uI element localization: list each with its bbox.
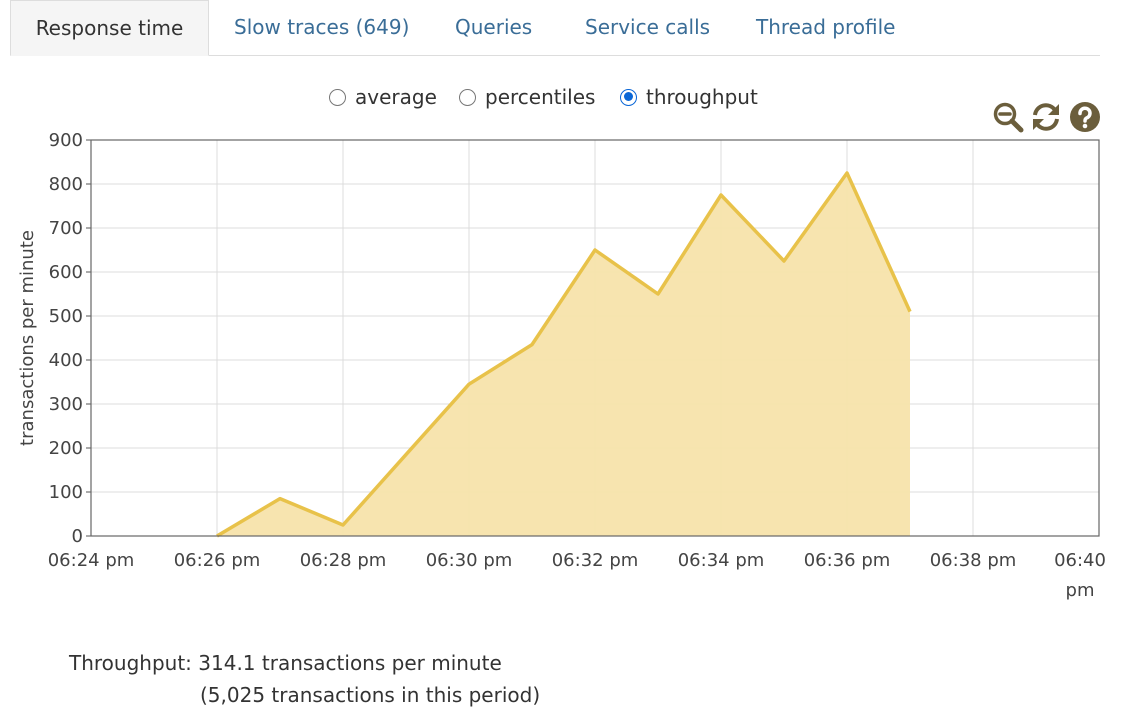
radio-throughput-circle[interactable] xyxy=(620,89,637,106)
tab-slow-traces[interactable]: Slow traces (649) xyxy=(234,0,409,55)
y-tick-label: 600 xyxy=(49,262,83,283)
x-axis-ticks: 06:24 pm 06:26 pm 06:28 pm 06:30 pm 06:32 pm… xyxy=(48,550,1106,601)
tab-thread-profile[interactable]: Thread profile xyxy=(756,0,895,55)
tab-bar: Response time Slow traces (649) Queries … xyxy=(10,0,1100,56)
x-tick-label: 06:40 xyxy=(1054,550,1106,571)
y-tick-label: 900 xyxy=(49,130,83,151)
radio-average-circle[interactable] xyxy=(329,89,346,106)
x-tick-label: 06:24 pm xyxy=(48,550,135,571)
radio-percentiles[interactable]: percentiles xyxy=(459,80,595,114)
y-tick-label: 100 xyxy=(49,482,83,503)
y-tick-label: 500 xyxy=(49,306,83,327)
x-tick-label: 06:28 pm xyxy=(300,550,387,571)
radio-average[interactable]: average xyxy=(329,80,437,114)
tab-queries[interactable]: Queries xyxy=(455,0,532,55)
y-axis-label: transactions per minute xyxy=(17,230,38,446)
y-tick-label: 800 xyxy=(49,174,83,195)
x-tick-label: 06:26 pm xyxy=(174,550,261,571)
tab-response-time[interactable]: Response time xyxy=(10,0,209,56)
x-tick-label: 06:36 pm xyxy=(804,550,891,571)
x-tick-label: 06:34 pm xyxy=(678,550,765,571)
radio-percentiles-label: percentiles xyxy=(485,85,595,109)
transactions-count: (5,025 transactions in this period) xyxy=(200,683,540,707)
x-tick-label-line2: pm xyxy=(1066,580,1095,601)
radio-throughput[interactable]: throughput xyxy=(620,80,758,114)
x-tick-label: 06:38 pm xyxy=(930,550,1017,571)
y-tick-label: 200 xyxy=(49,438,83,459)
tab-service-calls[interactable]: Service calls xyxy=(585,0,710,55)
view-options: average percentiles throughput xyxy=(0,80,1121,114)
radio-percentiles-circle[interactable] xyxy=(459,89,476,106)
radio-throughput-label: throughput xyxy=(646,85,758,109)
y-tick-label: 0 xyxy=(72,526,83,547)
y-tick-label: 400 xyxy=(49,350,83,371)
throughput-summary: Throughput: 314.1 transactions per minut… xyxy=(69,651,502,675)
y-tick-label: 300 xyxy=(49,394,83,415)
y-axis-ticks: 0 100 200 300 400 500 600 700 800 900 xyxy=(49,130,91,547)
radio-average-label: average xyxy=(355,85,437,109)
x-tick-label: 06:30 pm xyxy=(426,550,513,571)
x-tick-label: 06:32 pm xyxy=(552,550,639,571)
y-tick-label: 700 xyxy=(49,218,83,239)
